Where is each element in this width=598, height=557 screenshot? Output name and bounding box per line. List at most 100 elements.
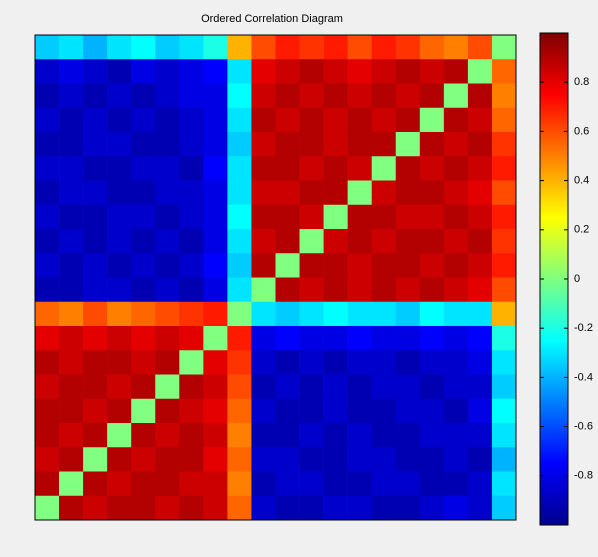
- heatmap-cell: [59, 180, 84, 206]
- heatmap-cell: [323, 229, 348, 254]
- heatmap-cell: [251, 107, 276, 133]
- heatmap-cell: [131, 59, 156, 84]
- heatmap-cell: [227, 374, 252, 400]
- heatmap-cell: [299, 83, 324, 109]
- heatmap-cell: [443, 495, 469, 521]
- heatmap-cell: [323, 447, 348, 472]
- heatmap-cell: [155, 423, 180, 448]
- heatmap-cell: [443, 301, 469, 327]
- heatmap-cell: [107, 83, 132, 109]
- heatmap-cell: [443, 350, 469, 375]
- heatmap-cell: [107, 350, 132, 375]
- heatmap-cell: [467, 277, 493, 303]
- heatmap-cell: [323, 180, 348, 206]
- heatmap-cell: [131, 301, 156, 327]
- heatmap-cell: [155, 471, 180, 497]
- heatmap-cell: [395, 471, 421, 497]
- heatmap-cell: [347, 374, 372, 400]
- heatmap-cell: [59, 301, 84, 327]
- heatmap-cell: [107, 277, 132, 303]
- colorbar-tick-label: -0.2: [574, 322, 593, 334]
- heatmap-cell: [371, 301, 397, 327]
- heatmap-cell: [467, 447, 493, 472]
- heatmap-cell: [59, 350, 84, 375]
- heatmap-cell: [251, 301, 276, 327]
- colorbar-tick-label: 0.6: [574, 125, 589, 137]
- heatmap-cell: [491, 253, 517, 278]
- heatmap-cell: [107, 132, 132, 157]
- heatmap-cell: [227, 156, 252, 181]
- heatmap-cell: [299, 156, 324, 181]
- heatmap-cell: [275, 229, 300, 254]
- heatmap-cell: [59, 107, 84, 133]
- heatmap-cell: [443, 132, 469, 157]
- heatmap-cell: [323, 398, 348, 424]
- heatmap-cell: [491, 423, 517, 448]
- heatmap-cell: [275, 301, 300, 327]
- heatmap-cell: [251, 180, 276, 206]
- heatmap-cell: [371, 156, 397, 181]
- heatmap-cell: [299, 132, 324, 157]
- heatmap-cell: [59, 83, 84, 109]
- heatmap-cell: [371, 374, 397, 400]
- heatmap-cell: [179, 326, 204, 351]
- heatmap-cell: [227, 132, 252, 157]
- heatmap-cell: [419, 350, 445, 375]
- heatmap-cell: [371, 59, 397, 84]
- heatmap-cell: [59, 326, 84, 351]
- heatmap-cell: [347, 83, 372, 109]
- heatmap-cell: [275, 471, 300, 497]
- heatmap-cell: [227, 471, 252, 497]
- heatmap-cell: [155, 253, 180, 278]
- heatmap-cell: [323, 326, 348, 351]
- heatmap-cell: [131, 180, 156, 206]
- heatmap-cell: [59, 156, 84, 181]
- heatmap-cell: [83, 83, 108, 109]
- heatmap-cell: [419, 277, 445, 303]
- heatmap-cell: [275, 107, 300, 133]
- heatmap-cell: [371, 423, 397, 448]
- heatmap-cell: [323, 204, 348, 230]
- heatmap-cell: [59, 132, 84, 157]
- heatmap-cell: [131, 253, 156, 278]
- heatmap-cell: [59, 374, 84, 400]
- heatmap-cell: [371, 326, 397, 351]
- heatmap-cell: [299, 204, 324, 230]
- heatmap-cell: [251, 204, 276, 230]
- heatmap-cell: [83, 447, 108, 472]
- heatmap-cell: [179, 229, 204, 254]
- heatmap-cell: [155, 229, 180, 254]
- heatmap-cell: [251, 495, 276, 521]
- heatmap-cell: [155, 374, 180, 400]
- heatmap-cell: [323, 253, 348, 278]
- heatmap-cell: [467, 326, 493, 351]
- heatmap-cell: [35, 495, 60, 521]
- heatmap-cell: [251, 277, 276, 303]
- heatmap-cell: [179, 471, 204, 497]
- plot-frame: [34, 34, 517, 521]
- heatmap-cell: [107, 180, 132, 206]
- heatmap-cell: [323, 156, 348, 181]
- heatmap-cell: [227, 350, 252, 375]
- heatmap-cell: [467, 83, 493, 109]
- heatmap-cell: [395, 398, 421, 424]
- heatmap-cell: [107, 471, 132, 497]
- colorbar-tick-label: -0.8: [574, 470, 593, 482]
- heatmap-cell: [371, 471, 397, 497]
- heatmap-cell: [491, 83, 517, 109]
- heatmap-cell: [347, 107, 372, 133]
- heatmap-cell: [443, 229, 469, 254]
- heatmap-cell: [35, 59, 60, 84]
- heatmap-cell: [131, 229, 156, 254]
- colorbar-tick-label: 0.8: [574, 76, 589, 88]
- heatmap-cell: [251, 350, 276, 375]
- heatmap-cell: [251, 35, 276, 60]
- heatmap-cell: [227, 59, 252, 84]
- heatmap-cell: [419, 180, 445, 206]
- heatmap-cell: [275, 447, 300, 472]
- colorbar: [539, 32, 569, 526]
- heatmap-cell: [179, 107, 204, 133]
- heatmap-cell: [443, 398, 469, 424]
- heatmap-cell: [395, 83, 421, 109]
- chart-title: Ordered Correlation Diagram: [201, 13, 343, 25]
